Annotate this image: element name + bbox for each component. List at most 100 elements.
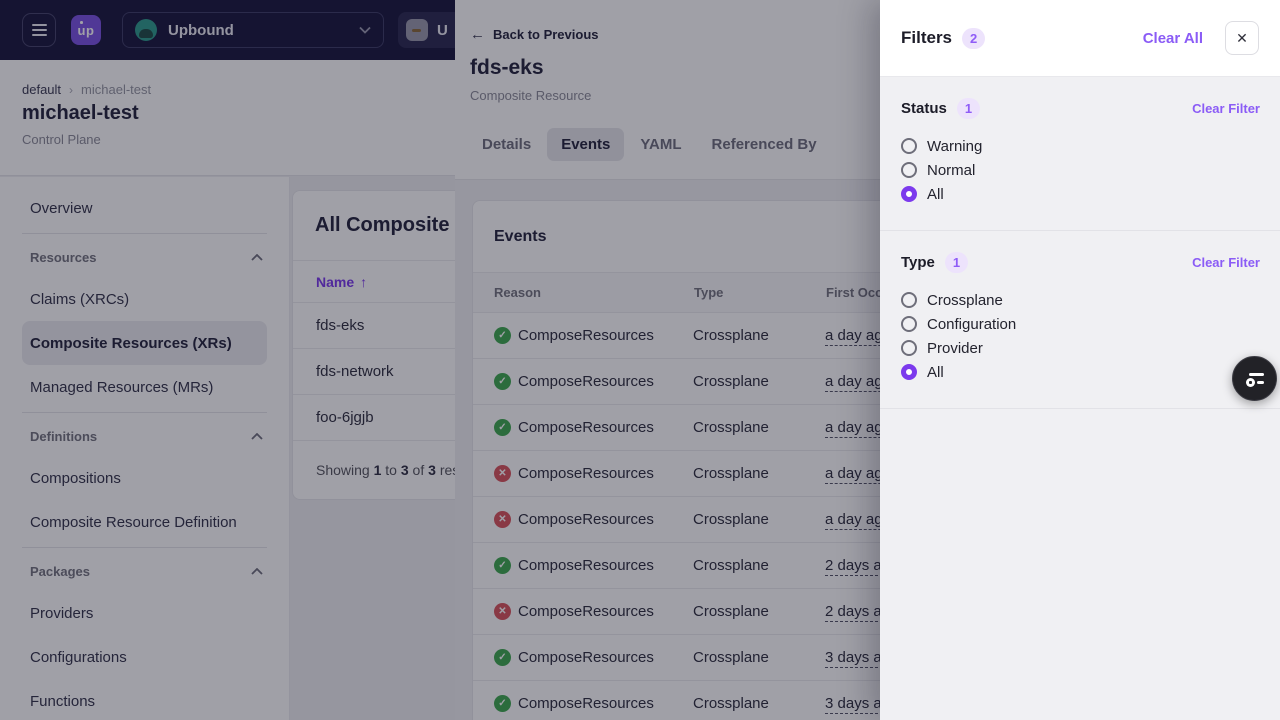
events-table-body: ✓ ComposeResources Crossplane a day ago ✓ Com… — [473, 313, 1241, 720]
org-switcher-dropdown[interactable]: Upbound — [122, 12, 384, 48]
org-switcher-label: Upbound — [168, 21, 234, 39]
breadcrumb-group[interactable]: default — [22, 82, 62, 97]
upbound-logo[interactable]: up — [71, 15, 101, 45]
org-avatar-icon — [135, 19, 157, 41]
filters-count-badge: 2 — [962, 27, 986, 49]
page-title: michael-test — [22, 102, 139, 124]
control-plane-switcher-label: U — [437, 21, 448, 39]
sidebar-divider — [22, 547, 267, 548]
sidebar-item-managed-resources-mrs[interactable]: Managed Resources (MRs) — [30, 378, 214, 396]
event-reason-cell: ComposeResources — [518, 465, 654, 482]
filter-section-title: Status — [901, 100, 947, 117]
event-timestamp[interactable]: a day ago — [825, 465, 891, 484]
filter-section-status: Status 1 Clear Filter Warning Normal All — [880, 77, 1280, 231]
radio-option-normal[interactable]: Normal — [901, 158, 1260, 182]
breadcrumb-control-plane[interactable]: michael-test — [81, 82, 152, 97]
events-table-row[interactable]: ✕ ComposeResources Crossplane a day ago — [473, 497, 1241, 543]
radio-unselected-icon[interactable] — [901, 340, 917, 356]
overlay-scrim[interactable] — [0, 0, 880, 720]
event-timestamp[interactable]: a day ago — [825, 511, 891, 530]
sidebar-item-providers[interactable]: Providers — [30, 604, 94, 622]
sidebar-item-composite-resources-xrs[interactable]: Composite Resources (XRs) — [22, 321, 267, 365]
event-type-cell: Crossplane — [693, 649, 769, 666]
drawer-tabs: Details Events YAML Referenced By — [468, 128, 831, 161]
sidebar-divider — [22, 233, 267, 234]
events-table-row[interactable]: ✓ ComposeResources Crossplane a day ago — [473, 359, 1241, 405]
sidebar-item-overview[interactable]: Overview — [30, 199, 93, 217]
event-timestamp[interactable]: a day ago — [825, 373, 891, 392]
clear-filter-button[interactable]: Clear Filter — [1192, 101, 1260, 116]
event-reason-cell: ComposeResources — [518, 419, 654, 436]
name-column-header[interactable]: Name — [316, 273, 355, 290]
filter-section-type: Type 1 Clear Filter Crossplane Configuration… — [880, 231, 1280, 409]
radio-option-label: Normal — [927, 161, 976, 179]
event-timestamp[interactable]: a day ago — [825, 327, 891, 346]
clear-all-button[interactable]: Clear All — [1142, 29, 1203, 47]
event-first-occurred-cell: a day ago — [825, 373, 1241, 392]
event-reason-cell: ComposeResources — [518, 511, 654, 528]
chevron-up-icon — [251, 432, 263, 440]
filters-fab-button[interactable] — [1232, 356, 1277, 401]
radio-option-label: Provider — [927, 339, 983, 357]
success-check-icon: ✓ — [494, 419, 511, 436]
event-reason-cell: ComposeResources — [518, 649, 654, 666]
page-subtitle: Control Plane — [22, 132, 101, 147]
tab-events[interactable]: Events — [547, 128, 625, 161]
back-to-previous-link[interactable]: ← Back to Previous — [470, 26, 599, 43]
radio-unselected-icon[interactable] — [901, 316, 917, 332]
tab-details[interactable]: Details — [482, 136, 532, 153]
event-timestamp[interactable]: a day ago — [825, 419, 891, 438]
event-reason-cell: ComposeResources — [518, 557, 654, 574]
radio-unselected-icon[interactable] — [901, 138, 917, 154]
sidebar-item-configurations[interactable]: Configurations — [30, 648, 127, 666]
radio-option-provider[interactable]: Provider — [901, 336, 1260, 360]
control-plane-page-header: default › michael-test michael-test Cont… — [0, 60, 455, 176]
events-table-row[interactable]: ✓ ComposeResources Crossplane a day ago — [473, 313, 1241, 359]
success-check-icon: ✓ — [494, 327, 511, 344]
sidebar-item-composite-resource-definition[interactable]: Composite Resource Definition — [30, 513, 237, 531]
radio-unselected-icon[interactable] — [901, 162, 917, 178]
clear-filter-button[interactable]: Clear Filter — [1192, 255, 1260, 270]
radio-selected-icon[interactable] — [901, 364, 917, 380]
sidebar-item-compositions[interactable]: Compositions — [30, 469, 121, 487]
resource-title: fds-eks — [470, 56, 544, 79]
sidebar-section-header-packages[interactable]: Packages — [22, 551, 267, 591]
radio-option-label: Crossplane — [927, 291, 1003, 309]
tab-referenced-by[interactable]: Referenced By — [711, 136, 817, 153]
radio-option-label: All — [927, 185, 944, 203]
radio-selected-icon[interactable] — [901, 186, 917, 202]
radio-option-warning[interactable]: Warning — [901, 134, 1260, 158]
event-type-cell: Crossplane — [693, 373, 769, 390]
tab-yaml[interactable]: YAML — [640, 136, 682, 153]
hamburger-menu-button[interactable] — [22, 13, 56, 47]
sidebar-section-header-resources[interactable]: Resources — [22, 237, 267, 277]
error-x-icon: ✕ — [494, 603, 511, 620]
radio-unselected-icon[interactable] — [901, 292, 917, 308]
hamburger-icon — [31, 24, 47, 26]
sidebar-item-functions[interactable]: Functions — [30, 692, 96, 710]
filter-fab-icon — [1246, 372, 1266, 388]
success-check-icon: ✓ — [494, 695, 511, 712]
event-type-cell: Crossplane — [693, 327, 769, 344]
sidebar: Overview Resources Claims (XRCs) Composite … — [0, 177, 290, 720]
events-table-row[interactable]: ✕ ComposeResources Crossplane a day ago — [473, 451, 1241, 497]
sidebar-section-header-definitions[interactable]: Definitions — [22, 416, 267, 456]
event-type-cell: Crossplane — [693, 419, 769, 436]
filter-section-count-badge: 1 — [944, 252, 969, 273]
close-filters-button[interactable]: ✕ — [1225, 21, 1259, 55]
control-plane-avatar-icon — [406, 19, 428, 41]
sidebar-item-claims-xrcs[interactable]: Claims (XRCs) — [30, 290, 130, 308]
radio-option-configuration[interactable]: Configuration — [901, 312, 1260, 336]
radio-option-all[interactable]: All — [901, 360, 1260, 384]
filter-section-title-row: Status 1 Clear Filter — [901, 98, 1260, 119]
filters-panel-header: Filters 2 Clear All ✕ — [880, 0, 1280, 77]
radio-option-all[interactable]: All — [901, 182, 1260, 206]
event-first-occurred-cell: a day ago — [825, 511, 1241, 530]
events-table-row[interactable]: ✓ ComposeResources Crossplane a day ago — [473, 405, 1241, 451]
event-reason-cell: ComposeResources — [518, 373, 654, 390]
sort-asc-icon[interactable]: ↑ — [360, 273, 368, 290]
events-card-title: Events — [473, 201, 1241, 273]
radio-option-crossplane[interactable]: Crossplane — [901, 288, 1260, 312]
event-type-cell: Crossplane — [693, 557, 769, 574]
